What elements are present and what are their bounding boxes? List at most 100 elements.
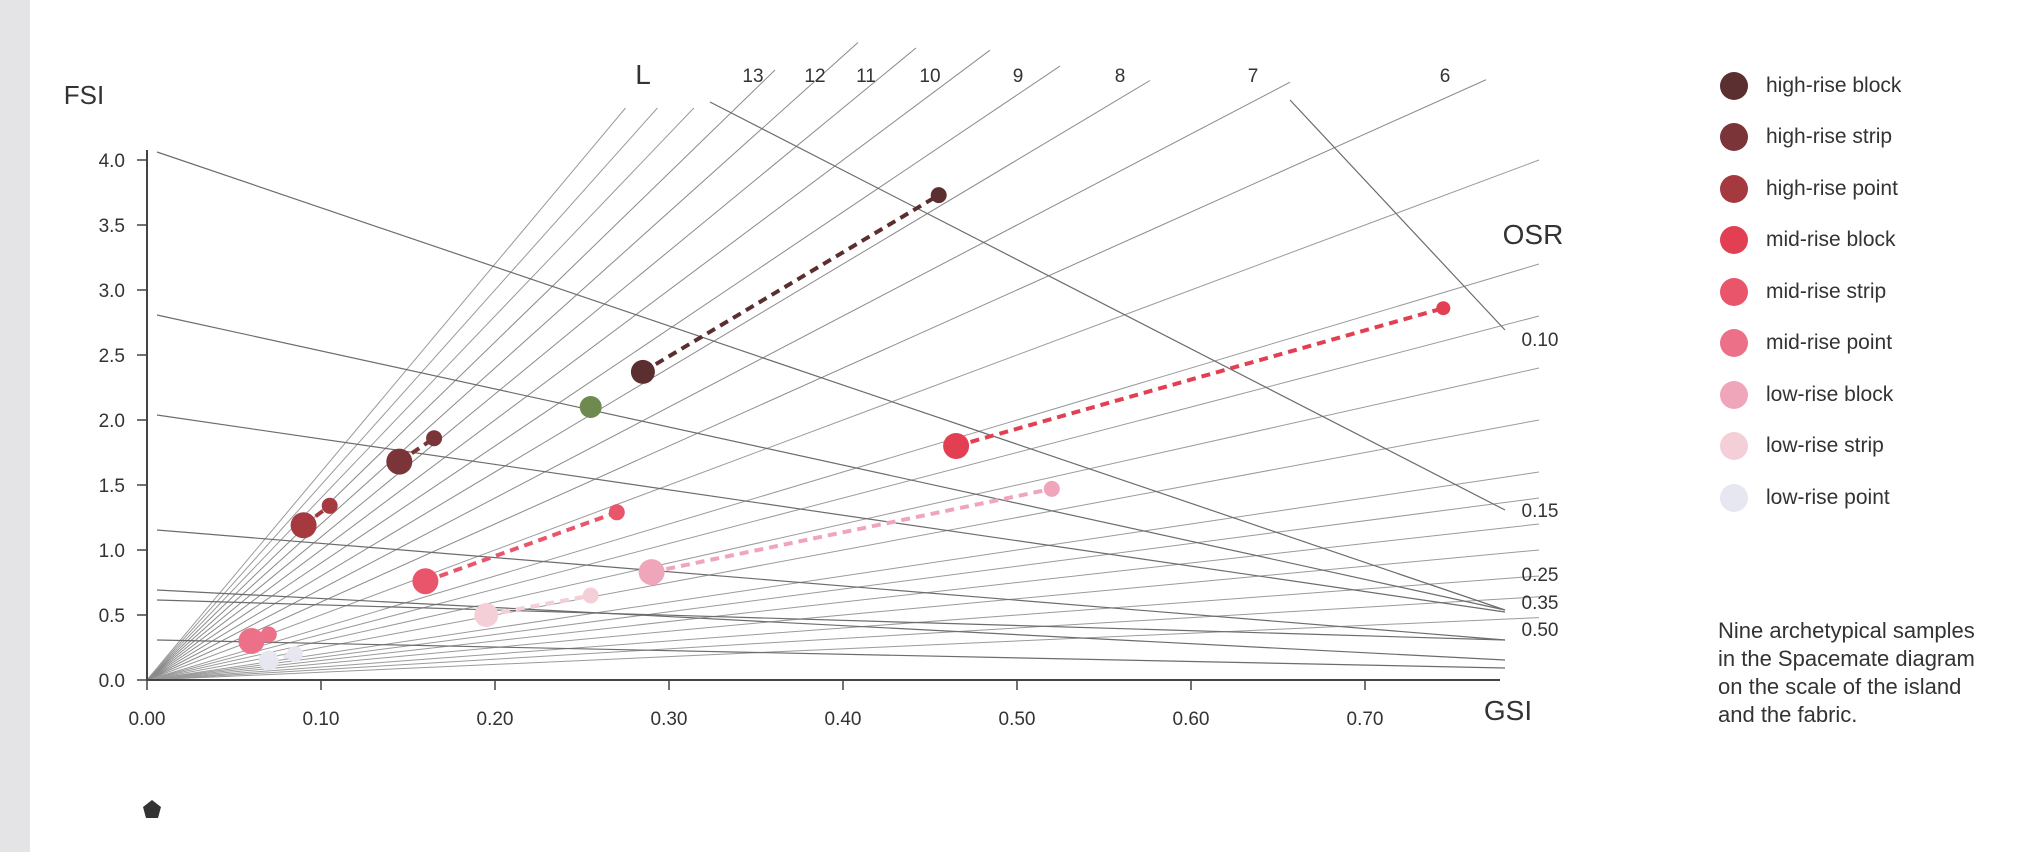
data-point [321,497,338,514]
caption: Nine archetypical samples in the Spacema… [1718,618,1975,727]
spacemate-chart: 0.00 0.10 0.20 0.30 0.40 0.50 0.60 0.70 0.0 0.5 1.… [64,42,1564,730]
layer-line [146,107,658,681]
legend-swatch [1720,71,1748,100]
data-point [579,396,602,418]
osr-line-label: 0.35 [1522,593,1559,614]
osr-line [156,314,1506,611]
data-point [412,568,439,595]
osr-line [156,414,1506,613]
legend-item: low-rise point [1720,472,1901,524]
legend-label: mid-rise block [1766,228,1896,252]
layer-line [146,596,1540,681]
layer-line [146,49,991,681]
x-tick-label: 0.00 [129,709,166,730]
series-connector [955,306,1444,448]
layer-line [146,69,776,681]
layer-line [146,159,1540,681]
legend-label: high-rise strip [1766,125,1893,149]
axes [137,150,1500,690]
legend-swatch [1720,329,1748,358]
data-point [608,504,625,521]
data-point [238,628,265,654]
osr-line-label: 0.25 [1522,565,1559,586]
y-axis-title: FSI [64,80,104,110]
legend-label: high-rise point [1766,176,1898,200]
layer-line [146,42,859,681]
legend-item: mid-rise strip [1720,266,1901,318]
legend-label: low-rise point [1766,485,1890,509]
x-tick-label: 0.10 [303,709,340,730]
legend-item: high-rise block [1720,60,1901,112]
layer-line [146,575,1540,681]
data-point [582,587,599,604]
osr-line [156,589,1506,661]
x-axis-title: GSI [1484,695,1532,726]
osr-line [156,639,1506,669]
data-point [286,646,303,662]
x-tick-label: 0.60 [1173,709,1210,730]
page-number-badge-icon [143,800,161,818]
layer-line [146,47,917,681]
y-tick-label: 4.0 [99,151,125,172]
legend-swatch [1720,432,1748,461]
layer-line [146,65,1061,681]
legend-item: low-rise block [1720,369,1901,421]
reference-lines [146,42,1540,681]
legend-swatch [1720,277,1748,306]
layer-line [146,315,1540,681]
layer-line-label: 6 [1440,66,1451,87]
legend-item: high-rise point [1720,163,1901,215]
legend-label: low-rise block [1766,382,1894,406]
legend-swatch [1720,483,1748,512]
legend-item: low-rise strip [1720,421,1901,473]
layer-line-label: 10 [919,66,940,87]
data-point [630,359,655,384]
osr-line [156,151,1506,611]
layer-line [146,419,1540,681]
legend-item: high-rise strip [1720,112,1901,164]
data-point [260,626,277,643]
layer-line-label: 9 [1013,66,1024,87]
layer-line [146,617,1540,681]
series-connector [641,193,940,374]
layer-line [146,107,626,681]
osr-line-label: 0.50 [1522,620,1559,641]
osr-line [156,599,1506,641]
data-point [386,448,413,475]
osr-line [1289,99,1506,331]
page-gutter [0,0,30,852]
data-point [290,512,317,539]
data-point [258,650,279,671]
x-tick-label: 0.30 [651,709,688,730]
x-tick-label: 0.50 [999,709,1036,730]
chart-labels: 0.00 0.10 0.20 0.30 0.40 0.50 0.60 0.70 0.0 0.5 1.… [64,59,1564,730]
y-tick-label: 3.0 [99,281,125,302]
layer-line [146,549,1540,681]
legend-label: low-rise strip [1766,434,1884,458]
data-points [238,187,1451,671]
y-tick-label: 2.0 [99,411,125,432]
legend-label: mid-rise strip [1766,279,1887,303]
legend-item: mid-rise point [1720,318,1901,370]
data-point [474,603,499,627]
y-tick-label: 0.5 [99,606,125,627]
y-tick-label: 1.5 [99,476,125,497]
legend: high-rise block high-rise strip high-rise … [1720,60,1901,524]
legend-swatch [1720,174,1748,203]
layer-line-label: 12 [804,66,825,87]
layer-line [146,263,1540,681]
y-tick-label: 1.0 [99,541,125,562]
layer-line [146,367,1540,681]
layer-line [146,497,1540,681]
legend-label: mid-rise point [1766,331,1893,355]
series-connector [424,510,618,584]
layer-line [146,107,695,681]
layer-axis-title: L [635,59,651,90]
osr-axis-title: OSR [1503,219,1564,250]
legend-swatch [1720,226,1748,255]
layer-line [146,471,1540,681]
x-tick-label: 0.70 [1347,709,1384,730]
legend-item: mid-rise block [1720,215,1901,267]
data-point [638,559,665,586]
